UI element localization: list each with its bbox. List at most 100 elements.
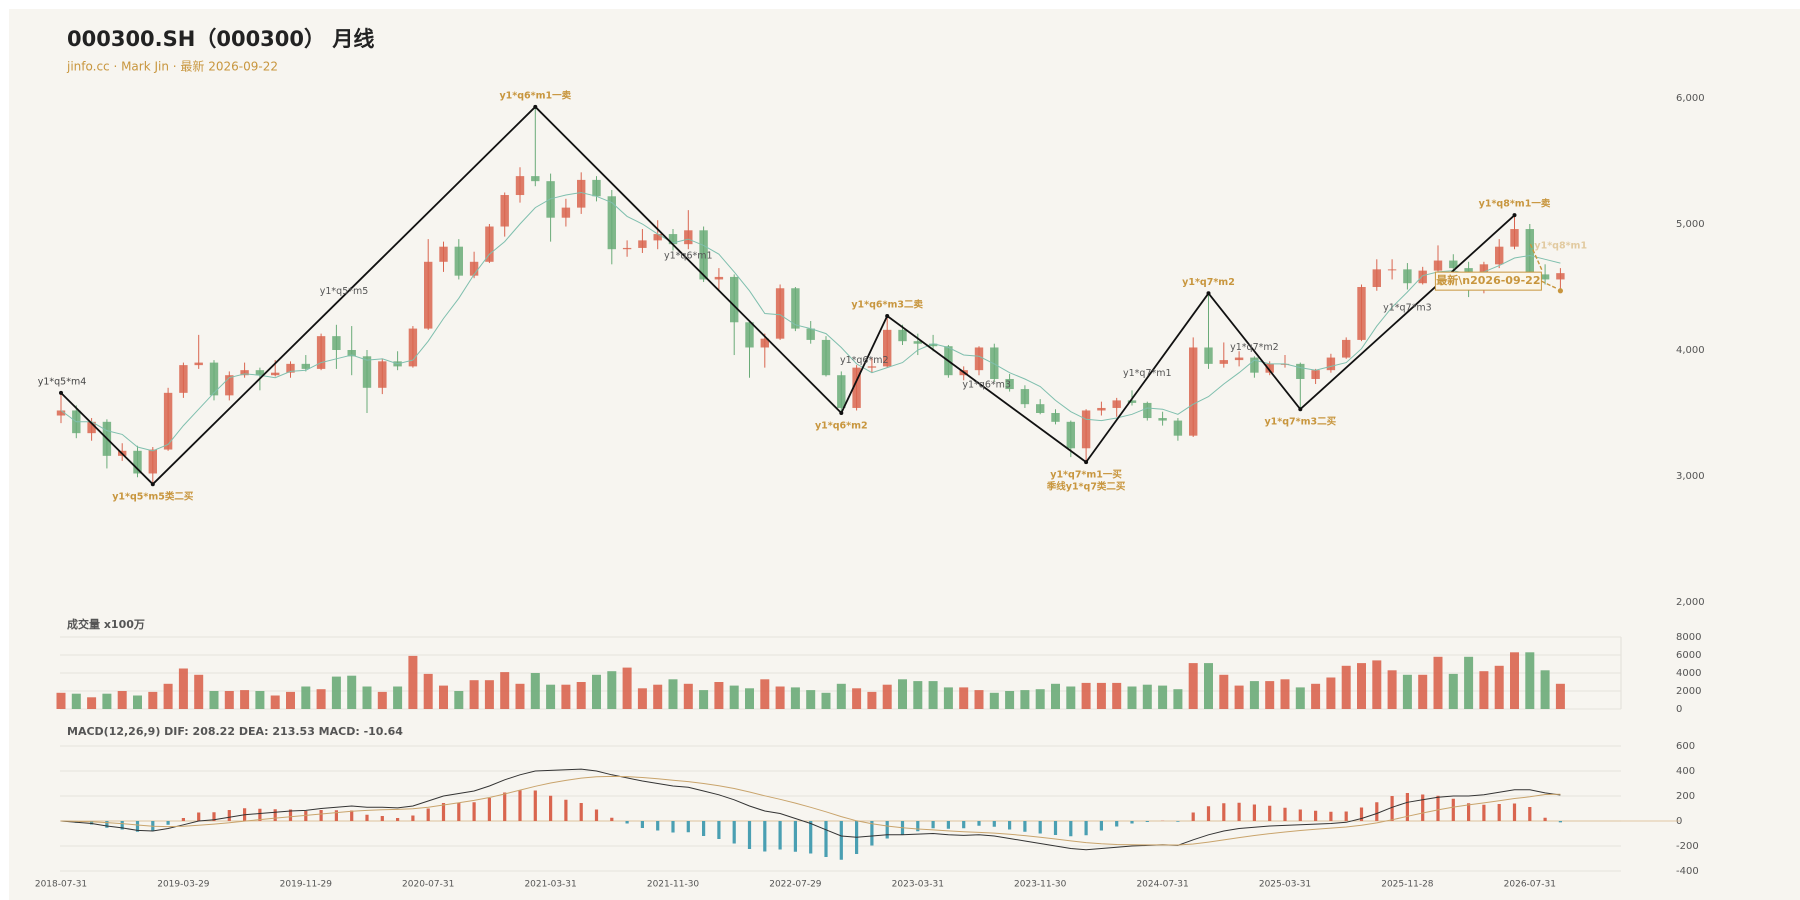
macd-bar [1558, 821, 1562, 823]
candle-body [531, 176, 540, 182]
macd-bar [396, 818, 400, 821]
chart-title: 000300.SH（000300） 月线 [67, 27, 374, 51]
candle-body [1372, 269, 1381, 287]
volume-bar [852, 688, 862, 709]
volume-bar [1525, 652, 1535, 709]
candle-body [240, 370, 249, 376]
candle-body [898, 329, 907, 342]
candle-body [1097, 407, 1106, 411]
zigzag-segment [1207, 292, 1302, 410]
macd-bar [441, 803, 446, 821]
volume-bar [255, 691, 265, 709]
volume-bar [989, 692, 999, 709]
macd-bar [962, 821, 966, 829]
macd-bar [334, 810, 338, 821]
y-tick-label: -200 [1676, 841, 1699, 852]
pivot-label: y1*q8*m1一卖 [1479, 198, 1551, 210]
latest-label: 最新\n2026-09-22 [1436, 273, 1540, 287]
macd-bar [197, 812, 201, 821]
zigzag-point [59, 390, 63, 395]
candle-body [837, 375, 846, 408]
volume-bar [1402, 674, 1412, 709]
macd-bar [1543, 817, 1547, 821]
macd-bar [518, 790, 522, 821]
candle-body [347, 350, 356, 357]
candle-body [745, 322, 754, 348]
macd-bar [1115, 821, 1119, 827]
macd-bar [916, 821, 920, 832]
candle-body [209, 362, 219, 396]
candle-body [913, 341, 922, 344]
y-tick-label: 6000 [1676, 650, 1701, 661]
volume-bar [1295, 687, 1305, 709]
volume-bar [530, 673, 540, 709]
macd-bar [135, 821, 140, 832]
macd-bar [166, 821, 170, 825]
macd-line [60, 775, 1561, 846]
candle-body [577, 179, 586, 208]
pivot-label: y1*q7*m1一买 [1050, 470, 1122, 481]
candle-body [332, 336, 341, 350]
candle-body [990, 347, 999, 379]
candle-body [806, 328, 815, 340]
candle-body [974, 347, 984, 371]
candle-body [1081, 410, 1091, 449]
candle-body [1556, 273, 1565, 280]
volume-bar [1540, 670, 1550, 709]
candle-body [179, 365, 188, 393]
macd-bar [1344, 811, 1348, 821]
macd-bar [824, 821, 828, 857]
volume-bar [546, 684, 556, 709]
volume-bar [1510, 652, 1519, 709]
candle-body [1219, 360, 1228, 364]
macd-bar [304, 811, 308, 821]
macd-bar [426, 808, 430, 821]
candle-body [1005, 378, 1014, 390]
macd-bar [870, 821, 874, 846]
candle-body [684, 230, 693, 245]
latest-arrow [1529, 243, 1544, 272]
candle-body [852, 367, 861, 408]
macd-bar [1298, 809, 1302, 821]
macd-bar [564, 799, 568, 821]
volume-bar [668, 679, 678, 709]
candle-body [1495, 246, 1504, 265]
zigzag-point [1206, 291, 1211, 296]
volume-bar [882, 684, 892, 709]
volume-bar [515, 683, 525, 709]
macd-bar [640, 821, 644, 828]
macd-bar [1421, 794, 1425, 821]
macd-bar [1191, 812, 1195, 821]
candle-body [1189, 347, 1198, 436]
latest-dot [1557, 288, 1563, 294]
candle-body [821, 339, 831, 376]
macd-bar [120, 821, 124, 830]
volume-bar [240, 690, 250, 709]
candle-body [1433, 260, 1443, 271]
macd-bar [1512, 803, 1517, 821]
volume-bar [943, 687, 953, 709]
candle-body [546, 181, 555, 218]
macd-bar [885, 821, 889, 839]
y-tick-label: 4000 [1676, 668, 1701, 679]
macd-bar [487, 798, 491, 821]
volume-bar [133, 695, 142, 709]
volume-bar [1142, 684, 1152, 709]
candle-body [714, 276, 724, 280]
macd-bar [457, 802, 461, 821]
zigzag-segment [1299, 214, 1516, 410]
pivot-label: 季线y1*q7类二买 [1046, 481, 1126, 493]
macd-bar [702, 821, 706, 836]
macd-bar [549, 795, 553, 821]
x-tick-label: 2021-11-30 [647, 880, 700, 890]
candle-body [1127, 400, 1137, 403]
candle-body [1158, 418, 1167, 421]
y-tick-label: 5,000 [1676, 219, 1705, 230]
candle-body [1357, 287, 1366, 340]
macd-bar [1375, 802, 1379, 821]
macd-bar [365, 814, 369, 821]
candle-body [1066, 421, 1075, 449]
macd-bar [1359, 807, 1364, 821]
volume-bar [500, 672, 510, 709]
volume-bar [729, 685, 739, 709]
